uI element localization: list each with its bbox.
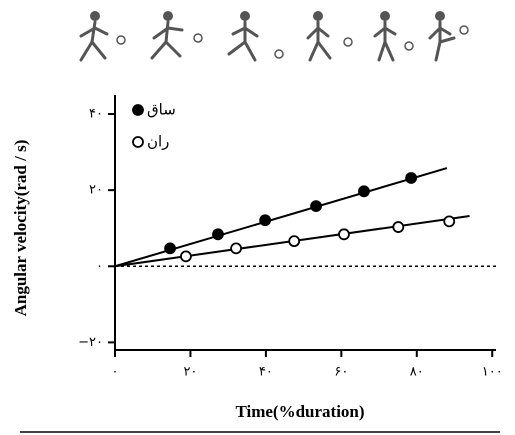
data-point xyxy=(406,173,416,183)
legend-label: ران xyxy=(147,133,169,151)
data-point xyxy=(165,243,175,253)
data-point xyxy=(444,216,454,226)
y-tick-label: ۰ xyxy=(96,259,103,274)
data-point xyxy=(231,243,241,253)
legend-marker xyxy=(133,105,143,115)
data-point xyxy=(181,251,191,261)
x-tick-label: ۲۰ xyxy=(183,365,197,380)
chart: Time(%duration) Angular velocity(rad / s… xyxy=(0,0,515,435)
legend-label: ساق xyxy=(147,101,176,119)
y-tick-label: −۲۰ xyxy=(78,335,103,350)
x-tick-label: ۴۰ xyxy=(259,365,273,380)
data-point xyxy=(339,229,349,239)
data-point xyxy=(311,201,321,211)
data-point xyxy=(260,215,270,225)
data-point xyxy=(213,229,223,239)
data-point xyxy=(289,236,299,246)
y-tick-label: ۲۰ xyxy=(89,183,103,198)
legend-marker xyxy=(133,137,143,147)
fit-line xyxy=(115,168,447,266)
x-tick-label: ۰ xyxy=(112,365,119,380)
y-axis-title: Angular velocity(rad / s) xyxy=(11,140,30,317)
data-point xyxy=(393,222,403,232)
x-tick-label: ۶۰ xyxy=(334,365,348,380)
x-tick-label: ۱۰۰ xyxy=(482,365,503,380)
player-figures xyxy=(81,11,468,60)
x-axis-title: Time(%duration) xyxy=(235,402,364,421)
x-tick-label: ۸۰ xyxy=(410,365,424,380)
data-point xyxy=(359,186,369,196)
y-tick-label: ۴۰ xyxy=(89,107,103,122)
